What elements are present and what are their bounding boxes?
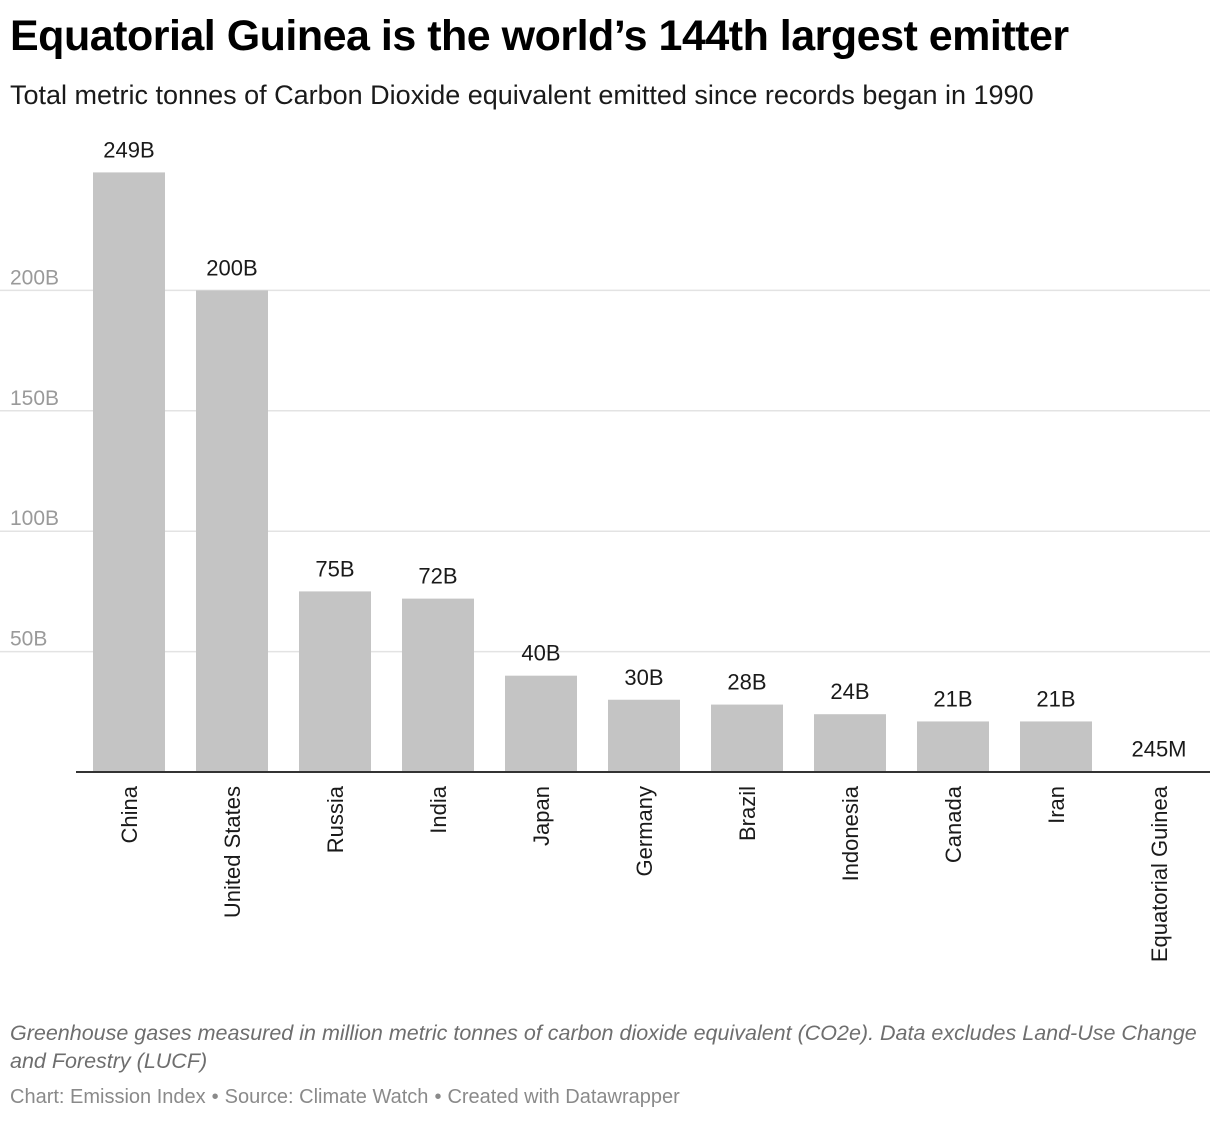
bar xyxy=(402,598,474,772)
bar-value-label: 245M xyxy=(1131,736,1186,761)
bar xyxy=(93,172,165,772)
bar-value-label: 24B xyxy=(830,679,869,704)
bar xyxy=(505,675,577,772)
bar xyxy=(711,704,783,772)
credit-source: Source: Climate Watch xyxy=(224,1086,429,1108)
bar-value-label: 28B xyxy=(727,670,766,695)
y-tick-label: 200B xyxy=(10,266,59,289)
bar-value-label: 249B xyxy=(103,137,154,162)
bar xyxy=(608,699,680,772)
bar xyxy=(1020,721,1092,772)
chart-subtitle: Total metric tonnes of Carbon Dioxide eq… xyxy=(10,80,1034,110)
credit-separator: • xyxy=(211,1086,219,1108)
x-axis-category-labels: China United States Russia India Japan German… xyxy=(117,785,1172,962)
chart-credits: Chart: Emission Index • Source: Climate Wa… xyxy=(10,1086,680,1109)
x-category-label: Iran xyxy=(1044,786,1069,824)
y-tick-label: 150B xyxy=(10,387,59,410)
bar-value-label: 40B xyxy=(521,641,560,666)
x-category-label: Russia xyxy=(323,785,348,853)
bars xyxy=(93,172,1195,772)
bar xyxy=(814,714,886,772)
y-axis-tick-labels: 50B 100B 150B 200B xyxy=(10,266,59,650)
bar-value-label: 200B xyxy=(206,255,257,280)
bar-value-label: 72B xyxy=(418,564,457,589)
credit-chart: Chart: Emission Index xyxy=(10,1086,206,1108)
gridlines xyxy=(0,289,1210,653)
x-category-label: Japan xyxy=(529,786,554,846)
bar xyxy=(917,721,989,772)
x-category-label: Brazil xyxy=(735,786,760,841)
chart-title: Equatorial Guinea is the world’s 144th l… xyxy=(10,12,1069,60)
bar-value-label: 21B xyxy=(933,686,972,711)
bar xyxy=(299,591,371,772)
bar xyxy=(196,290,268,772)
x-category-label: China xyxy=(117,785,142,843)
x-category-label: Indonesia xyxy=(838,785,863,881)
bar-value-label: 75B xyxy=(315,556,354,581)
y-tick-label: 50B xyxy=(10,628,47,651)
bar-value-label: 21B xyxy=(1036,686,1075,711)
y-tick-label: 100B xyxy=(10,507,59,530)
x-category-label: Germany xyxy=(632,786,657,876)
chart-notes: Greenhouse gases measured in million met… xyxy=(10,1021,1197,1073)
x-category-label: United States xyxy=(220,786,245,918)
x-category-label: Canada xyxy=(941,785,966,863)
x-category-label: Equatorial Guinea xyxy=(1147,785,1172,962)
x-category-label: India xyxy=(426,785,451,833)
credit-tool: Created with Datawrapper xyxy=(447,1086,680,1108)
credit-separator: • xyxy=(434,1086,442,1108)
bar-value-labels: 249B 200B 75B 72B 40B 30B 28B 24B 21B 21B 245M xyxy=(103,137,1186,761)
bar-value-label: 30B xyxy=(624,665,663,690)
